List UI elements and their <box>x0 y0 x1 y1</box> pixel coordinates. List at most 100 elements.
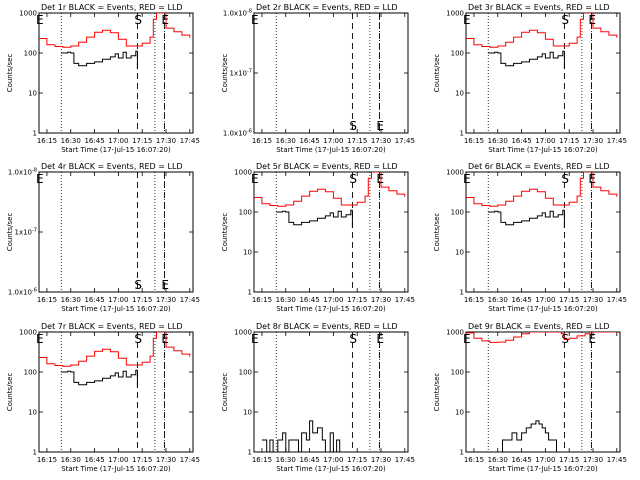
y-tick-label: 1000 <box>234 169 252 177</box>
plot-frame <box>38 12 194 134</box>
x-tick-label: 16:45 <box>84 456 104 464</box>
x-tick-label: 17:45 <box>395 296 415 304</box>
panel-det-7: Det 7r BLACK = Events, RED = LLD 16:15 16:… <box>6 322 200 473</box>
y-tick-label: 100 <box>24 369 37 377</box>
panel-title: Det 5r BLACK = Events, RED = LLD <box>256 162 398 171</box>
x-tick-label: 17:45 <box>607 456 627 464</box>
y-axis-label: Counts/sec <box>221 213 229 252</box>
y-tick-label: 1x10-7 <box>229 69 252 78</box>
x-tick-label: 16:45 <box>84 296 104 304</box>
x-tick-label: 17:45 <box>180 456 200 464</box>
marker-label: E <box>161 278 169 292</box>
panel-grid: Det 1r BLACK = Events, RED = LLD 16:15 16:… <box>6 3 627 473</box>
y-tick-label: 10 <box>455 90 464 98</box>
x-tick-label: 17:15 <box>347 456 367 464</box>
marker-label: S <box>134 332 142 346</box>
marker-label: E <box>36 13 44 27</box>
x-tick-label: 17:15 <box>559 137 579 145</box>
marker-label: E <box>376 332 384 346</box>
x-axis-label: Start Time (17-Jul-15 16:07:20) <box>488 305 598 313</box>
x-tick-label: 17:15 <box>132 137 152 145</box>
series-events-black <box>497 420 557 452</box>
x-tick-label: 16:45 <box>511 456 531 464</box>
x-tick-label: 17:45 <box>395 137 415 145</box>
series-lld-red <box>466 13 618 48</box>
y-tick-label: 10 <box>28 90 37 98</box>
x-tick-label: 16:15 <box>37 456 57 464</box>
series-lld-red <box>466 172 618 207</box>
series-events-black <box>261 420 341 452</box>
x-tick-label: 17:30 <box>583 296 603 304</box>
panel-title: Det 8r BLACK = Events, RED = LLD <box>256 322 398 331</box>
marker-label: S <box>134 278 142 292</box>
marker-label: S <box>561 332 569 346</box>
y-tick-label: 1.0x10-6 <box>8 288 37 297</box>
panel-det-1: Det 1r BLACK = Events, RED = LLD 16:15 16:… <box>6 3 200 154</box>
x-tick-label: 17:00 <box>108 456 128 464</box>
marker-label: E <box>376 172 384 186</box>
x-tick-label: 17:00 <box>323 456 343 464</box>
marker-label: S <box>349 172 357 186</box>
x-tick-label: 17:00 <box>535 296 555 304</box>
x-tick-label: 16:30 <box>488 137 508 145</box>
panel-title: Det 2r BLACK = Events, RED = LLD <box>256 3 398 12</box>
x-tick-label: 17:00 <box>108 296 128 304</box>
y-tick-label: 100 <box>451 369 464 377</box>
x-tick-label: 16:15 <box>464 456 484 464</box>
x-tick-label: 17:45 <box>607 137 627 145</box>
plot-frame <box>253 171 409 293</box>
marker-label: E <box>588 172 596 186</box>
y-tick-label: 1x10-7 <box>14 228 37 237</box>
x-tick-label: 16:15 <box>252 456 272 464</box>
marker-label: S <box>561 172 569 186</box>
x-tick-label: 16:30 <box>276 296 296 304</box>
marker-label: E <box>463 13 471 27</box>
x-tick-label: 17:30 <box>371 137 391 145</box>
x-tick-label: 16:45 <box>511 296 531 304</box>
marker-label: S <box>134 13 142 27</box>
x-tick-label: 17:30 <box>371 296 391 304</box>
panel-det-4: Det 4r BLACK = Events, RED = LLD 16:15 16:… <box>6 162 200 313</box>
series-lld-red <box>39 332 191 367</box>
marker-label: E <box>251 13 259 27</box>
x-tick-label: 17:15 <box>132 456 152 464</box>
series-events-black <box>61 50 138 69</box>
marker-label: E <box>588 13 596 27</box>
x-tick-label: 16:30 <box>276 137 296 145</box>
marker-label: E <box>161 332 169 346</box>
marker-label: S <box>349 332 357 346</box>
y-tick-label: 1 <box>33 449 37 457</box>
x-tick-label: 17:15 <box>132 296 152 304</box>
x-tick-label: 17:15 <box>347 137 367 145</box>
x-tick-label: 17:00 <box>323 137 343 145</box>
y-tick-label: 1.0x10-8 <box>223 9 252 18</box>
y-axis-label: Counts/sec <box>6 373 14 412</box>
y-axis-label: Counts/sec <box>433 373 441 412</box>
x-tick-label: 16:15 <box>37 296 57 304</box>
x-tick-label: 17:15 <box>559 296 579 304</box>
marker-label: E <box>161 13 169 27</box>
y-tick-label: 100 <box>239 209 252 217</box>
y-axis-label: Counts/sec <box>433 54 441 93</box>
x-tick-label: 16:45 <box>299 296 319 304</box>
plot-frame <box>253 331 409 453</box>
y-axis-label: Counts/sec <box>433 213 441 252</box>
x-tick-label: 16:30 <box>61 296 81 304</box>
y-tick-label: 1000 <box>19 10 37 18</box>
x-tick-label: 16:30 <box>61 137 81 145</box>
marker-label: E <box>588 332 596 346</box>
x-tick-label: 17:45 <box>180 137 200 145</box>
x-tick-label: 17:15 <box>559 456 579 464</box>
y-tick-label: 1 <box>460 130 464 138</box>
series-lld-red <box>466 332 617 343</box>
x-axis-label: Start Time (17-Jul-15 16:07:20) <box>276 465 386 473</box>
panel-det-2: Det 2r BLACK = Events, RED = LLD 16:15 16:… <box>221 3 415 154</box>
y-tick-label: 10 <box>243 249 252 257</box>
panel-det-9: Det 9r BLACK = Events, RED = LLD 16:15 16:… <box>433 322 627 473</box>
y-tick-label: 10 <box>455 249 464 257</box>
x-tick-label: 16:45 <box>299 456 319 464</box>
x-tick-label: 16:30 <box>276 456 296 464</box>
plot-frame <box>465 171 621 293</box>
